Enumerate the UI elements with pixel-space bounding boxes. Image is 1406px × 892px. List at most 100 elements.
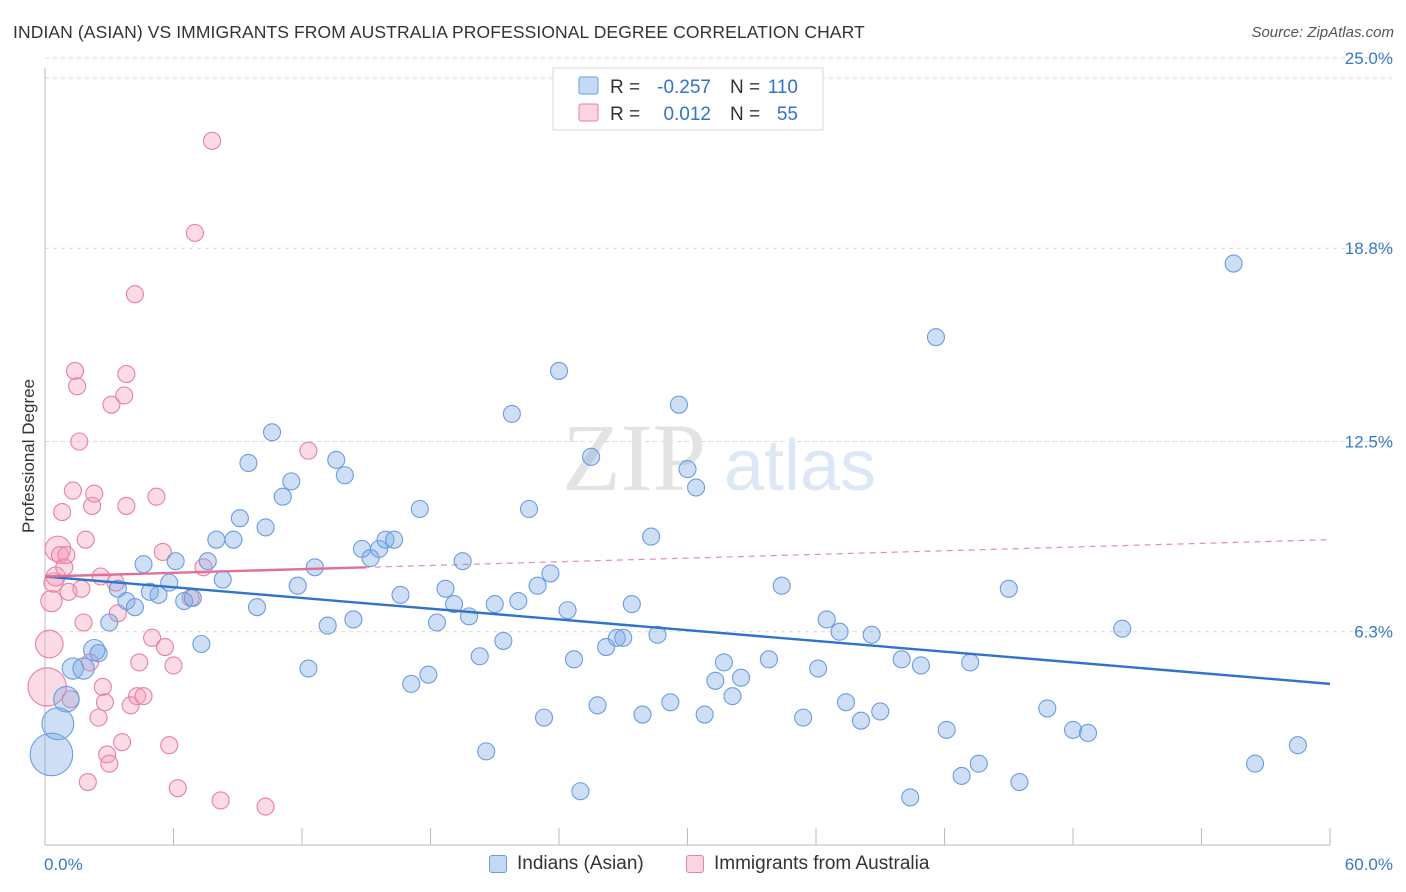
australia-point-16 xyxy=(72,579,91,598)
indians-point-76 xyxy=(678,460,697,479)
indians-point-62 xyxy=(558,601,577,620)
australia-point-37 xyxy=(125,285,144,304)
y-tick-label-3: 25.0% xyxy=(1345,49,1393,68)
x-tick-labels: 0.0% 60.0% xyxy=(44,855,1393,874)
indians-point-31 xyxy=(299,659,318,678)
indians-point-59 xyxy=(534,708,554,727)
indians-point-41 xyxy=(385,530,404,549)
series-immigrants-australia-points xyxy=(27,131,318,816)
indians-point-98 xyxy=(952,766,971,785)
australia-point-51 xyxy=(203,131,222,150)
indians-point-32 xyxy=(305,558,324,577)
legend-blue-label: Indians (Asian) xyxy=(517,853,644,874)
australia-point-32 xyxy=(113,733,132,752)
indians-point-21 xyxy=(213,570,232,589)
indians-point-18 xyxy=(192,634,211,654)
indians-point-54 xyxy=(494,631,513,650)
indians-point-80 xyxy=(714,653,733,672)
axes xyxy=(44,68,1331,846)
indians-point-53 xyxy=(485,595,504,614)
indians-point-108 xyxy=(1245,754,1265,773)
indians-point-74 xyxy=(661,693,680,712)
australia-point-34 xyxy=(117,496,136,515)
indians-point-2 xyxy=(53,685,80,713)
legend-pink-swatch xyxy=(686,855,704,873)
indians-point-93 xyxy=(892,650,911,669)
indians-point-39 xyxy=(370,539,389,558)
indians-point-49 xyxy=(453,552,472,571)
indians-trend-line xyxy=(44,575,1331,686)
australia-point-42 xyxy=(147,487,166,506)
stats-blue-swatch xyxy=(578,76,599,95)
x-tick-label-1: 60.0% xyxy=(1345,855,1393,874)
indians-point-58 xyxy=(528,576,547,595)
australia-point-25 xyxy=(93,677,112,696)
australia-point-2 xyxy=(40,589,63,613)
indians-point-60 xyxy=(541,564,560,583)
legend-pink-label: Immigrants from Australia xyxy=(714,853,930,874)
indians-point-24 xyxy=(239,453,258,473)
stats-pink-swatch xyxy=(578,103,599,122)
stats-pink-n-value: 55 xyxy=(777,104,798,125)
stats-blue-r-value: -0.257 xyxy=(657,77,711,98)
indians-point-105 xyxy=(1078,723,1098,743)
indians-point-77 xyxy=(687,478,706,497)
legend-blue-swatch xyxy=(489,855,507,873)
indians-point-96 xyxy=(926,328,945,347)
indians-point-43 xyxy=(402,674,421,693)
australia-point-7 xyxy=(53,503,72,522)
indians-point-94 xyxy=(901,788,920,807)
y-axis-label: Professional Degree xyxy=(19,379,38,533)
australia-point-19 xyxy=(78,772,97,792)
indians-point-109 xyxy=(1288,736,1307,755)
y-tick-label-1: 12.5% xyxy=(1345,433,1393,452)
indians-point-29 xyxy=(282,472,301,491)
australia-point-52 xyxy=(211,791,230,810)
indians-point-1 xyxy=(41,707,75,741)
indians-point-81 xyxy=(723,687,742,706)
indians-point-44 xyxy=(410,499,429,519)
indians-point-83 xyxy=(759,650,778,669)
indians-point-30 xyxy=(288,576,307,595)
indians-point-52 xyxy=(477,742,496,761)
indians-point-72 xyxy=(642,527,661,546)
indians-point-82 xyxy=(731,668,751,687)
australia-point-26 xyxy=(95,693,115,712)
indians-point-100 xyxy=(969,754,988,773)
australia-point-46 xyxy=(164,656,183,675)
indians-point-106 xyxy=(1113,619,1132,638)
australia-point-18 xyxy=(76,530,95,549)
legend-item-indians[interactable]: Indians (Asian) xyxy=(489,853,644,875)
australia-point-17 xyxy=(74,613,93,632)
australia-point-33 xyxy=(115,386,134,405)
indians-point-7 xyxy=(100,613,119,632)
indians-point-33 xyxy=(318,616,337,635)
x-tick-label-0: 0.0% xyxy=(44,855,83,874)
australia-point-1 xyxy=(34,629,64,659)
stats-blue-n-value: 110 xyxy=(768,77,798,98)
indians-point-70 xyxy=(622,595,641,614)
indians-point-61 xyxy=(549,361,569,380)
australia-point-36 xyxy=(121,696,140,715)
indians-point-35 xyxy=(335,466,354,485)
indians-point-73 xyxy=(648,625,667,644)
indians-point-68 xyxy=(607,628,626,647)
indians-point-88 xyxy=(830,622,849,641)
australia-point-54 xyxy=(299,441,318,460)
chart-source: Source: ZipAtlas.com xyxy=(1251,24,1394,41)
indians-point-65 xyxy=(582,447,601,466)
indians-point-63 xyxy=(564,650,584,669)
indians-point-97 xyxy=(937,720,956,739)
indians-point-95 xyxy=(911,656,930,675)
australia-point-22 xyxy=(85,484,104,503)
australia-point-9 xyxy=(57,545,76,565)
indians-point-86 xyxy=(809,659,828,678)
legend-item-australia[interactable]: Immigrants from Australia xyxy=(686,853,929,875)
chart-title: INDIAN (ASIAN) VS IMMIGRANTS FROM AUSTRA… xyxy=(13,22,865,42)
indians-point-28 xyxy=(273,487,292,506)
indians-point-19 xyxy=(198,552,217,571)
indians-point-107 xyxy=(1224,254,1243,273)
indians-point-47 xyxy=(436,579,455,598)
indians-point-66 xyxy=(588,696,607,715)
